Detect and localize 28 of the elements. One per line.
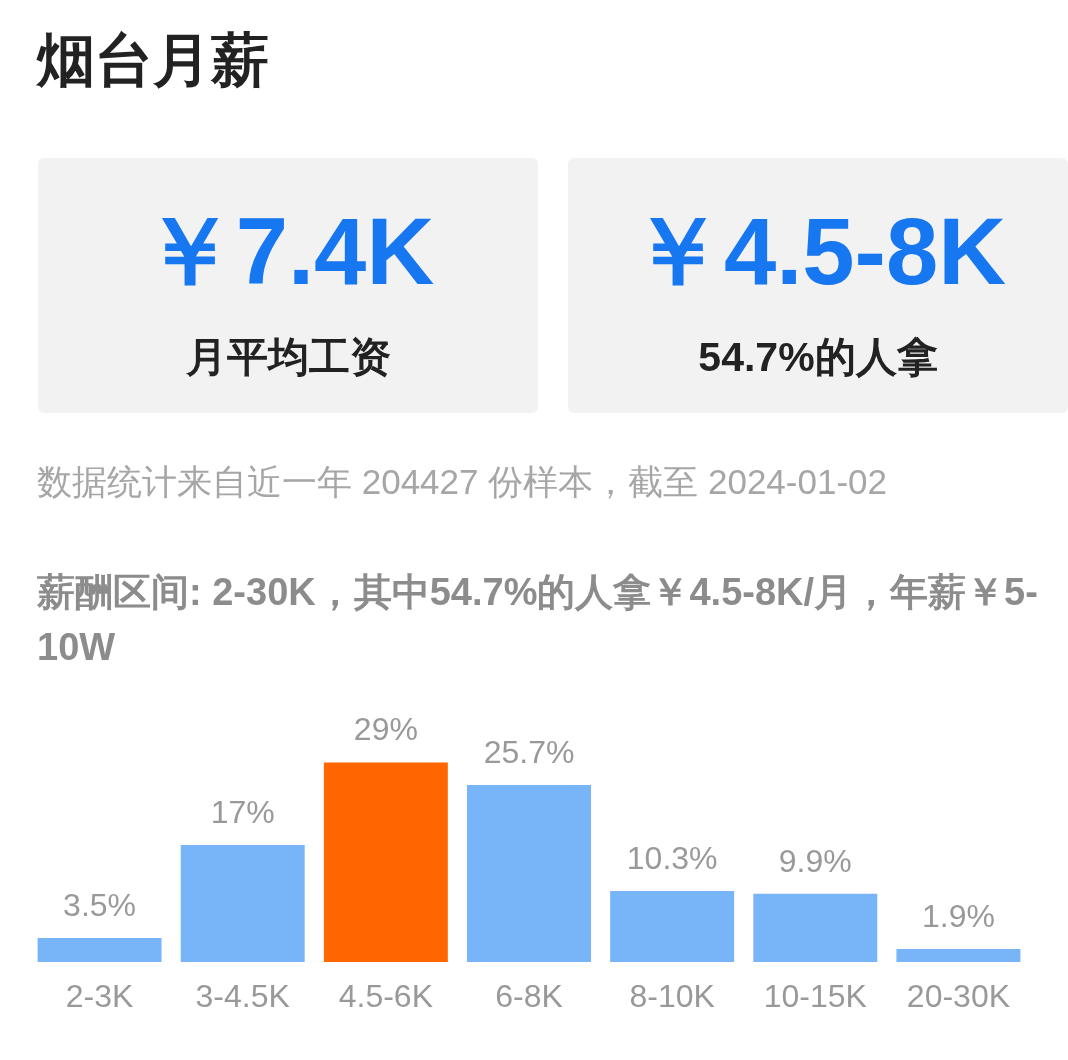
chart-title: 薪酬区间: 2-30K，其中54.7%的人拿￥4.5-8K/月，年薪￥5-10W (37, 569, 1039, 670)
data-label: 10.3% (626, 839, 718, 876)
x-tick-label: 4.5-6K (338, 978, 433, 1015)
text: 数据统计来自近一年 204427 份样本，截至 2024-01-02 (37, 461, 887, 503)
bar (610, 891, 735, 962)
bar (753, 893, 878, 962)
text: ￥7.4K (140, 198, 436, 306)
bar (180, 844, 305, 962)
text: ￥4.5-8K (628, 198, 1008, 306)
x-tick-label: 2-3K (65, 978, 134, 1015)
text: 54.7%的人拿 (697, 333, 939, 382)
bar (896, 948, 1021, 962)
text: 月平均工资 (184, 333, 392, 382)
bar (323, 762, 448, 962)
x-tick-label: 8-10K (629, 978, 715, 1015)
bar (467, 785, 591, 962)
x-tick-label: 10-15K (763, 978, 867, 1015)
bar (37, 937, 162, 962)
data-label: 17% (210, 793, 275, 830)
data-label: 25.7% (483, 733, 575, 770)
x-tick-label: 3-4.5K (195, 978, 290, 1015)
text: 烟台月薪 (37, 26, 269, 94)
x-tick-label: 6-8K (495, 978, 563, 1015)
data-label: 1.9% (921, 897, 995, 934)
data-label: 29% (353, 711, 418, 748)
x-tick-label: 20-30K (906, 978, 1011, 1015)
data-label: 3.5% (63, 886, 137, 923)
data-label: 9.9% (778, 842, 852, 879)
